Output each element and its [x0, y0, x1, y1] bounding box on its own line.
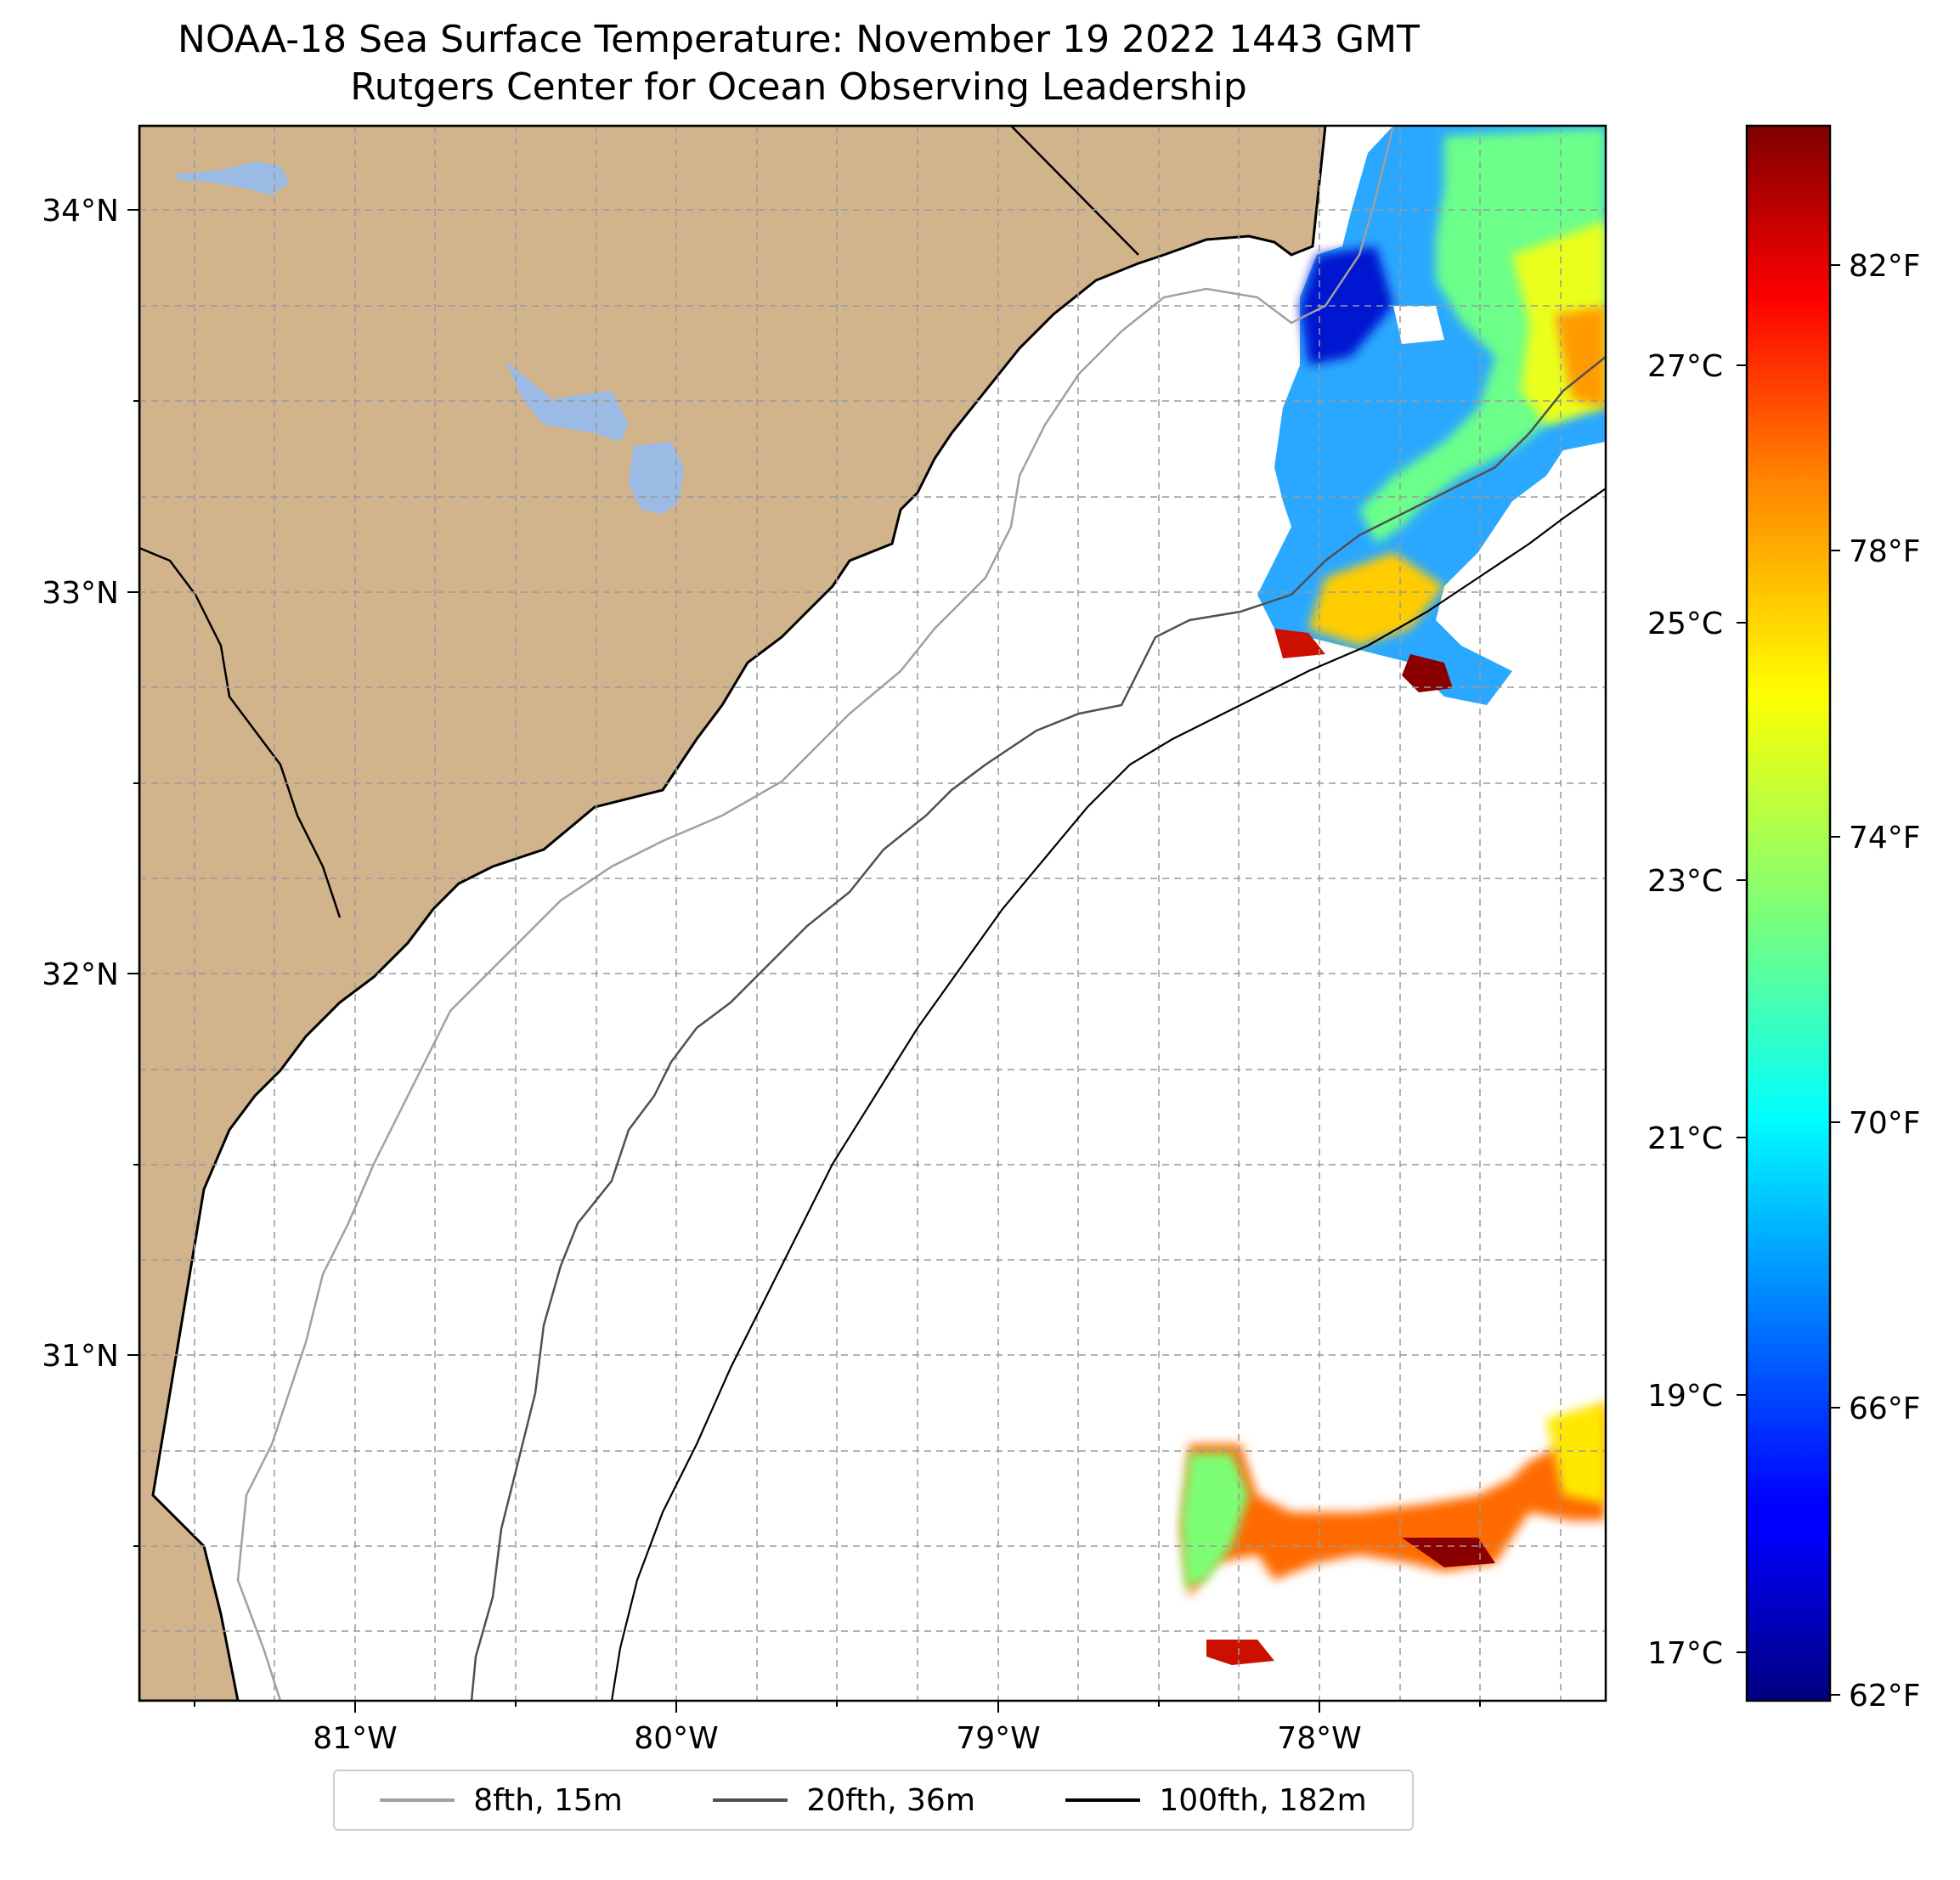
- map-grid: [139, 126, 1606, 1701]
- lat-ticks: [127, 209, 139, 1547]
- land-area: [139, 126, 1327, 1701]
- colorbar-c-label: 27°C: [1647, 349, 1723, 384]
- lake: [506, 361, 629, 442]
- colorbar-c-label: 23°C: [1647, 864, 1723, 899]
- contour-legend: 8fth, 15m 20fth, 36m 100fth, 182m: [333, 1770, 1414, 1831]
- colorbar-c-label: 21°C: [1647, 1121, 1723, 1156]
- lake: [174, 161, 289, 195]
- sst-data-north: [1257, 126, 1606, 705]
- lat-label: 34°N: [42, 194, 119, 229]
- colorbar-c-label: 19°C: [1647, 1379, 1723, 1414]
- map-subtitle: Rutgers Center for Ocean Observing Leade…: [350, 65, 1247, 109]
- legend-item-20fth: 20fth, 36m: [713, 1783, 975, 1818]
- lon-label: 80°W: [634, 1721, 718, 1756]
- colorbar-f-ticks: [1830, 264, 1840, 1696]
- contour-8fth: [236, 126, 1395, 1701]
- colorbar-f-label: 78°F: [1849, 534, 1921, 569]
- legend-line-icon: [713, 1798, 788, 1802]
- legend-item-8fth: 8fth, 15m: [380, 1783, 623, 1818]
- colorbar-f-label: 74°F: [1849, 821, 1921, 855]
- legend-line-icon: [380, 1798, 455, 1802]
- colorbar-f-label: 70°F: [1849, 1106, 1921, 1141]
- lon-label: 78°W: [1277, 1721, 1361, 1756]
- lake: [629, 442, 684, 514]
- state-border: [1010, 126, 1139, 256]
- lon-label: 81°W: [313, 1721, 397, 1756]
- lat-label: 33°N: [42, 576, 119, 611]
- contour-20fth: [470, 356, 1606, 1701]
- legend-label: 8fth, 15m: [473, 1782, 623, 1818]
- legend-label: 100fth, 182m: [1159, 1782, 1367, 1818]
- lat-label: 32°N: [42, 957, 119, 992]
- contour-100fth: [610, 488, 1606, 1701]
- colorbar-f-label: 66°F: [1849, 1392, 1921, 1426]
- colorbar-f-label: 82°F: [1849, 249, 1921, 284]
- colorbar-c-label: 25°C: [1647, 607, 1723, 641]
- colorbar: [1745, 124, 1832, 1702]
- map-frame: [138, 124, 1607, 1702]
- lat-label: 31°N: [42, 1339, 119, 1374]
- state-border: [139, 546, 342, 918]
- legend-line-icon: [1065, 1798, 1141, 1802]
- lon-ticks: [194, 1701, 1481, 1713]
- colorbar-c-label: 17°C: [1647, 1636, 1723, 1671]
- lon-label: 79°W: [956, 1721, 1040, 1756]
- colorbar-f-label: 62°F: [1849, 1679, 1921, 1713]
- legend-item-100fth: 100fth, 182m: [1065, 1782, 1367, 1818]
- colorbar-c-ticks: [1737, 364, 1747, 1653]
- legend-label: 20fth, 36m: [806, 1782, 975, 1818]
- map-title: NOAA-18 Sea Surface Temperature: Novembe…: [178, 18, 1420, 61]
